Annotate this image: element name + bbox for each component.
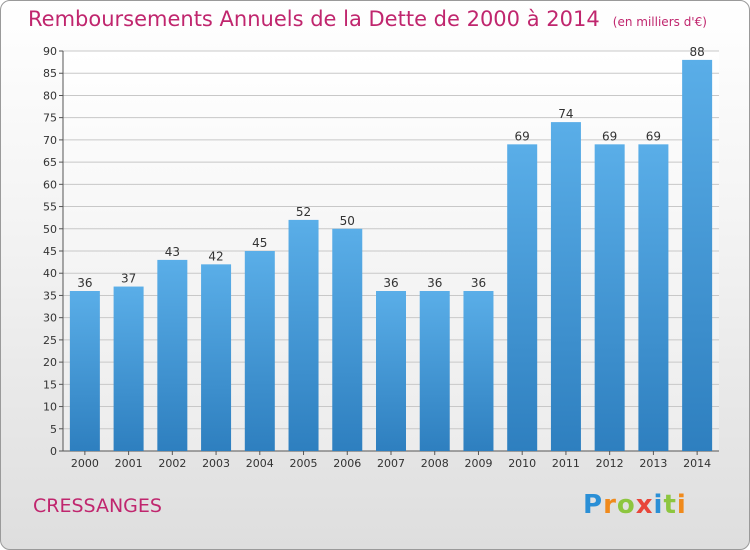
x-tick-label-2003: 2003 [202, 457, 230, 470]
bar-2001 [113, 286, 144, 451]
value-label-2013: 69 [646, 129, 661, 143]
y-tick-label: 25 [43, 334, 57, 347]
value-label-2014: 88 [689, 45, 704, 59]
x-tick-label-2001: 2001 [115, 457, 143, 470]
y-tick-label: 80 [43, 89, 57, 102]
value-label-2011: 74 [558, 107, 573, 121]
y-tick-label: 5 [50, 423, 57, 436]
y-tick-label: 50 [43, 223, 57, 236]
value-label-2006: 50 [340, 214, 355, 228]
y-tick-label: 90 [43, 45, 57, 58]
title-block: Remboursements Annuels de la Dette de 20… [28, 7, 707, 31]
y-tick-label: 40 [43, 267, 57, 280]
logo-letter: o [616, 490, 636, 520]
value-label-2012: 69 [602, 129, 617, 143]
x-tick-label-2004: 2004 [246, 457, 274, 470]
x-tick-label-2013: 2013 [639, 457, 667, 470]
bar-2000 [69, 291, 100, 451]
logo-letter: i [653, 490, 664, 520]
bar-2013 [638, 144, 669, 452]
x-tick-label-2009: 2009 [464, 457, 492, 470]
value-label-2000: 36 [77, 276, 92, 290]
y-tick-label: 0 [50, 445, 57, 458]
y-tick-label: 15 [43, 378, 57, 391]
y-tick-label: 55 [43, 201, 57, 214]
bar-2002 [157, 259, 188, 451]
logo-letter: i [676, 490, 687, 520]
x-tick-label-2011: 2011 [552, 457, 580, 470]
value-label-2002: 43 [165, 245, 180, 259]
y-tick-label: 10 [43, 401, 57, 414]
y-tick-label: 30 [43, 312, 57, 325]
bar-2004 [244, 251, 275, 451]
x-tick-label-2008: 2008 [421, 457, 449, 470]
x-tick-label-2014: 2014 [683, 457, 711, 470]
logo-letter: x [635, 490, 654, 520]
y-tick-label: 45 [43, 245, 57, 258]
x-tick-label-2000: 2000 [71, 457, 99, 470]
bar-2008 [419, 291, 450, 451]
value-label-2009: 36 [471, 276, 486, 290]
bar-2012 [594, 144, 625, 452]
logo-letter: t [663, 490, 677, 520]
value-label-2005: 52 [296, 205, 311, 219]
value-label-2003: 42 [208, 249, 223, 263]
logo-letter: P [583, 490, 604, 520]
bar-2007 [376, 291, 406, 451]
x-tick-label-2010: 2010 [508, 457, 536, 470]
bar-2011 [550, 122, 581, 451]
value-label-2001: 37 [121, 272, 136, 286]
y-tick-label: 20 [43, 356, 57, 369]
x-tick-label-2002: 2002 [158, 457, 186, 470]
y-tick-label: 85 [43, 67, 57, 80]
bar-2010 [507, 144, 538, 452]
bar-2009 [463, 291, 494, 451]
x-tick-label-2012: 2012 [596, 457, 624, 470]
value-label-2004: 45 [252, 236, 267, 250]
value-label-2010: 69 [515, 129, 530, 143]
y-tick-label: 60 [43, 178, 57, 191]
bar-2005 [288, 219, 319, 451]
y-tick-label: 65 [43, 156, 57, 169]
chart-subtitle: (en milliers d'€) [612, 15, 707, 29]
y-tick-label: 75 [43, 112, 57, 125]
y-tick-label: 70 [43, 134, 57, 147]
logo-letter: r [603, 490, 617, 520]
chart-title: Remboursements Annuels de la Dette de 20… [28, 7, 600, 31]
bar-2014 [682, 59, 713, 452]
bar-2003 [201, 264, 232, 451]
x-tick-label-2005: 2005 [290, 457, 318, 470]
proxiti-logo: Proxiti [583, 490, 687, 520]
commune-name: CRESSANGES [33, 495, 162, 517]
value-label-2008: 36 [427, 276, 442, 290]
bar-2006 [332, 228, 363, 451]
value-label-2007: 36 [383, 276, 398, 290]
x-tick-label-2007: 2007 [377, 457, 405, 470]
x-tick-label-2006: 2006 [333, 457, 361, 470]
y-tick-label: 35 [43, 289, 57, 302]
